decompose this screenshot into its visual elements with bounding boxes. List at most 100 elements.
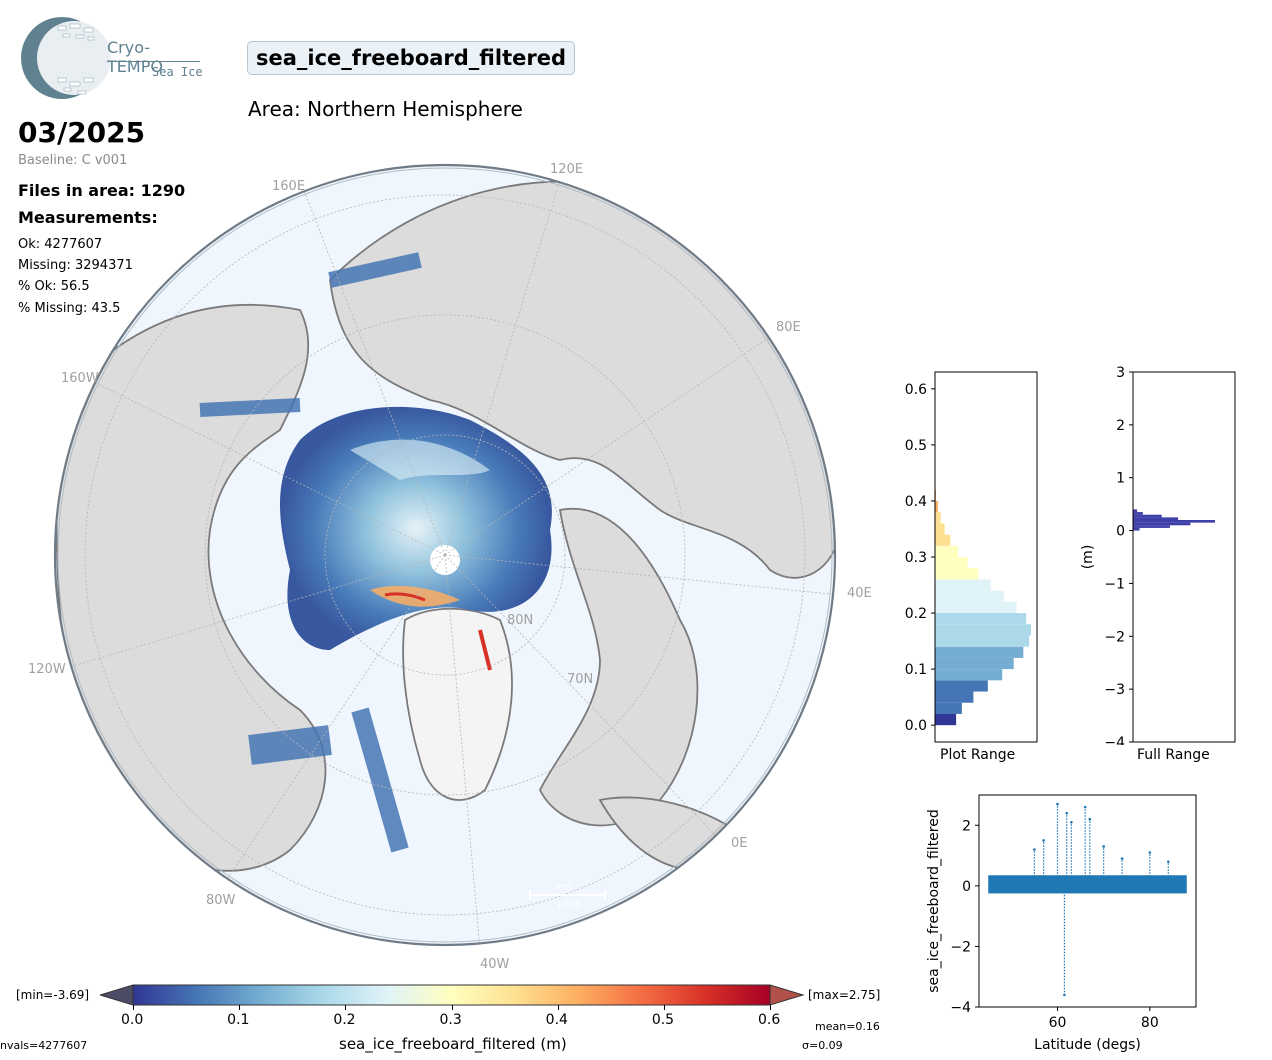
histogram-bar <box>935 624 1031 636</box>
histogram-bar <box>1133 525 1170 528</box>
histogram-bar <box>935 534 951 546</box>
histogram-bar <box>935 646 1024 658</box>
full-range-ylabel: (m) <box>1080 545 1096 570</box>
colorbar-tick-mark <box>345 1005 347 1010</box>
plot-range-histogram: 0.0 0.1 0.2 0.3 0.4 0.5 0.6 <box>905 371 1038 743</box>
colorbar-bar <box>132 984 771 1006</box>
y-tick-label: 0.4 <box>905 494 927 510</box>
lon-label-120w: 120W <box>28 662 66 677</box>
histogram-bar <box>935 500 938 513</box>
colorbar <box>100 984 805 1006</box>
histogram-bar <box>935 557 968 569</box>
lon-label-160w: 160W <box>61 371 99 386</box>
scatter-point <box>1070 820 1073 824</box>
lon-label-0e: 0E <box>731 836 748 851</box>
lat-label-70n: 70N <box>567 672 593 687</box>
histogram-bar <box>1133 509 1138 513</box>
lon-label-160e: 160E <box>272 179 305 194</box>
colorbar-tick-mark <box>451 1005 453 1010</box>
histogram-bar <box>1133 517 1179 520</box>
plot-frame <box>978 794 1197 1008</box>
colorbar-min-label: [min=-3.69] <box>16 988 90 1002</box>
scatter-point <box>1083 805 1087 809</box>
y-tick-label: 0.2 <box>905 606 927 622</box>
y-tick-label: 3 <box>1116 365 1125 381</box>
colorbar-min-arrow <box>100 984 134 1006</box>
colorbar-tick-label: 0.0 <box>121 1012 144 1028</box>
y-tick-label: 1 <box>1116 471 1125 487</box>
colorbar-title: sea_ice_freeboard_filtered (m) <box>339 1035 567 1053</box>
area-label: Area: Northern Hemisphere <box>248 97 523 121</box>
polar-map: km 1000 120E 160E 80E 160W 40E 120W 0E 8… <box>28 162 872 972</box>
colorbar-max-arrow <box>769 984 805 1006</box>
y-tick-label: −1 <box>1104 576 1125 592</box>
y-tick-label: −4 <box>950 1000 971 1016</box>
sigma-label: σ=0.09 <box>802 1039 843 1052</box>
colorbar-tick-mark <box>557 1005 559 1010</box>
y-tick-label: −4 <box>1104 735 1125 745</box>
mean-label: mean=0.16 <box>815 1020 880 1033</box>
histogram-bar <box>935 713 957 726</box>
lon-label-40w: 40W <box>480 957 510 972</box>
logo-subtitle: Sea Ice <box>152 65 203 79</box>
colorbar-tick-label: 0.2 <box>333 1012 356 1028</box>
cryo-tempo-logo: Cryo-TEMPO Sea Ice <box>18 16 203 100</box>
histogram-bar <box>935 680 988 692</box>
scatter-point <box>1102 845 1105 848</box>
colorbar-tick-mark <box>239 1005 241 1010</box>
histogram-bar <box>935 568 979 580</box>
histogram-bar <box>935 579 991 591</box>
plot-range-xlabel: Plot Range <box>940 747 1016 763</box>
y-tick-label: −2 <box>950 939 971 955</box>
baseline-label: Baseline: C v001 <box>18 153 128 168</box>
lon-label-40e: 40E <box>847 586 872 601</box>
y-tick-label: −2 <box>1104 629 1125 645</box>
histogram-bar <box>1133 514 1162 518</box>
nvals-label: nvals=4277607 <box>0 1039 88 1052</box>
scatter-ylabel: sea_ice_freeboard_filtered <box>926 809 942 992</box>
parameter-title: sea_ice_freeboard_filtered <box>247 41 575 75</box>
colorbar-tick-label: 0.5 <box>651 1012 675 1028</box>
scale-value: 1000 <box>556 900 581 911</box>
colorbar-tick-mark <box>770 1005 771 1010</box>
files-count: Files in area: 1290 <box>18 181 186 200</box>
scatter-point <box>1148 851 1152 854</box>
histogram-bar <box>935 512 941 524</box>
logo-crescent-icon <box>21 17 111 99</box>
pole-hole <box>430 545 460 575</box>
y-tick-label: 2 <box>1116 418 1125 434</box>
histogram-bar <box>935 545 959 557</box>
y-tick-label: 0.0 <box>905 718 927 734</box>
logo-rule <box>108 61 200 62</box>
y-tick-label: 0 <box>962 879 971 895</box>
date-label: 03/2025 <box>18 116 146 149</box>
histogram-bar <box>1133 527 1140 531</box>
colorbar-max-label: [max=2.75] <box>808 988 881 1002</box>
scatter-point <box>1088 817 1092 821</box>
scatter-band <box>988 875 1187 894</box>
graticule <box>59 179 835 945</box>
y-tick-label: 0.6 <box>905 382 927 398</box>
x-tick-label: 80 <box>1141 1015 1159 1031</box>
histogram-bar <box>935 613 1027 625</box>
scale-bar: km 1000 <box>529 882 606 911</box>
histogram-bar <box>935 669 1003 681</box>
histogram-bar <box>935 601 1017 614</box>
scatter-point <box>1120 857 1124 860</box>
scatter-point <box>1033 848 1036 851</box>
scatter-point <box>1042 839 1045 842</box>
y-tick-label: 0.5 <box>905 438 927 454</box>
stat-pct-ok: % Ok: 56.5 <box>18 279 90 294</box>
stat-pct-missing: % Missing: 43.5 <box>18 301 121 316</box>
histogram-bar <box>935 523 945 535</box>
measurements-heading: Measurements: <box>18 208 158 227</box>
full-range-xlabel: Full Range <box>1137 747 1210 763</box>
y-tick-label: −3 <box>1104 682 1125 698</box>
scatter-point <box>1056 802 1059 806</box>
colorbar-tick-mark <box>133 1005 134 1010</box>
scatter-point <box>1063 993 1066 997</box>
colorbar-tick-label: 0.6 <box>758 1012 781 1028</box>
y-tick-label: 0 <box>1116 524 1125 540</box>
scatter-xlabel: Latitude (degs) <box>1034 1037 1141 1053</box>
